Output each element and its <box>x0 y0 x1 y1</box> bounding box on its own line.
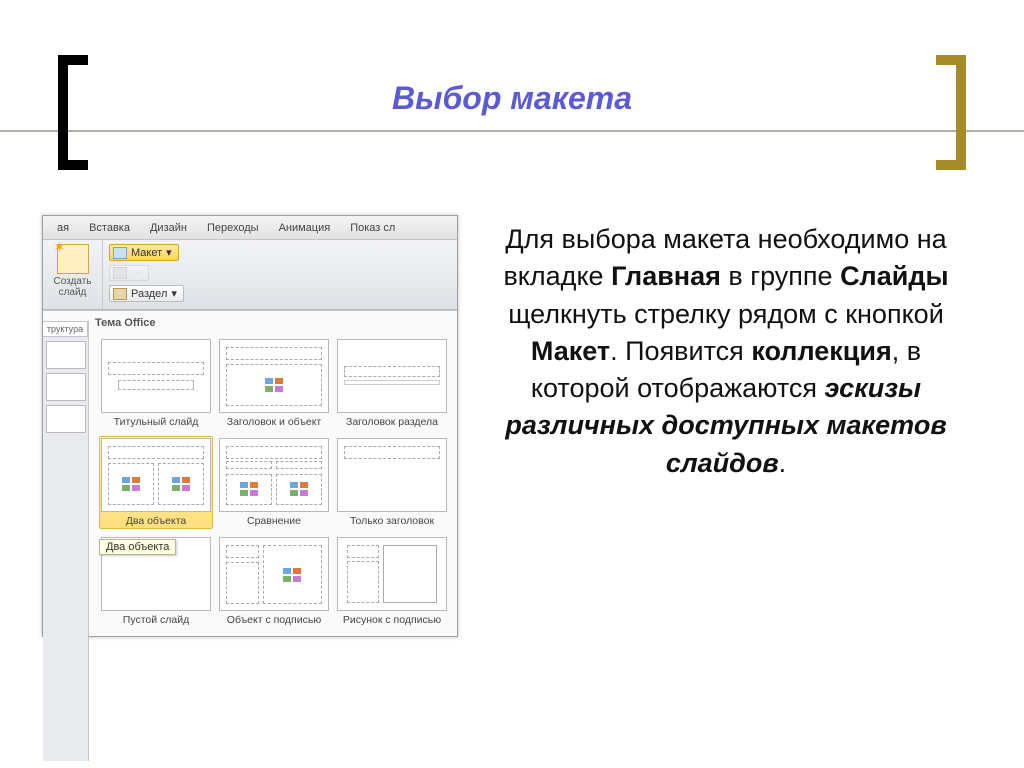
ribbon-tab[interactable]: Переходы <box>197 222 269 234</box>
body-paragraph: Для выбора макета необходимо на вкладке … <box>483 215 969 637</box>
new-slide-label: Создать слайд <box>43 276 102 298</box>
gallery-theme-header: Тема Office <box>89 315 457 331</box>
layout-icon <box>113 247 127 259</box>
tooltip: Два объекта <box>99 539 176 555</box>
section-icon <box>113 288 127 300</box>
horizontal-rule <box>0 130 1024 132</box>
section-label: Раздел <box>131 288 167 300</box>
layout-gallery: труктура Тема Office Титульный слайд Заго… <box>43 310 457 636</box>
ribbon-row: Создать слайд Макет ▾ ··· <box>43 240 457 310</box>
layout-label: Сравнение <box>219 515 329 527</box>
layout-label: Объект с подписью <box>219 614 329 626</box>
layout-thumb <box>101 438 211 512</box>
layout-thumb <box>101 339 211 413</box>
layout-option[interactable]: Сравнение <box>217 436 331 529</box>
layout-thumb <box>219 438 329 512</box>
slides-group: Макет ▾ ··· Раздел ▾ <box>103 240 457 309</box>
layout-button-label: Макет <box>131 247 162 259</box>
slide-title: Выбор макета <box>0 80 1024 117</box>
layout-option[interactable]: Рисунок с подписью <box>335 535 449 628</box>
new-slide-icon <box>57 244 89 274</box>
outline-tab[interactable]: труктура <box>43 321 88 337</box>
slide-thumb[interactable] <box>46 341 86 369</box>
layout-label: Только заголовок <box>337 515 447 527</box>
layout-thumb <box>219 537 329 611</box>
layout-button[interactable]: Макет ▾ <box>109 244 179 261</box>
new-slide-button[interactable]: Создать слайд <box>43 240 103 309</box>
reset-button[interactable]: ··· <box>109 265 149 281</box>
reset-label: ··· <box>131 267 142 279</box>
section-button[interactable]: Раздел ▾ <box>109 285 184 302</box>
layout-label: Два объекта <box>101 515 211 527</box>
ribbon-tab[interactable]: Вставка <box>79 222 140 234</box>
content-row: ая Вставка Дизайн Переходы Анимация Пока… <box>42 215 969 637</box>
layout-option[interactable]: Заголовок раздела <box>335 337 449 430</box>
layout-label: Титульный слайд <box>101 416 211 428</box>
ribbon-tab[interactable]: Показ сл <box>340 222 405 234</box>
layout-label: Пустой слайд <box>101 614 211 626</box>
layout-option[interactable]: Заголовок и объект <box>217 337 331 430</box>
layout-option[interactable]: Объект с подписью <box>217 535 331 628</box>
layout-label: Заголовок раздела <box>337 416 447 428</box>
layout-thumb <box>337 339 447 413</box>
slide-thumb[interactable] <box>46 373 86 401</box>
slide-thumb[interactable] <box>46 405 86 433</box>
layout-thumb <box>219 339 329 413</box>
layout-option[interactable]: Титульный слайд <box>99 337 213 430</box>
layout-option[interactable]: Только заголовок <box>335 436 449 529</box>
ribbon-tab[interactable]: ая <box>47 222 79 234</box>
ribbon-tabs: ая Вставка Дизайн Переходы Анимация Пока… <box>43 216 457 240</box>
layout-label: Рисунок с подписью <box>337 614 447 626</box>
layout-label: Заголовок и объект <box>219 416 329 428</box>
layout-option[interactable]: Два объекта <box>99 436 213 529</box>
layout-thumb <box>337 537 447 611</box>
reset-icon <box>113 267 127 279</box>
slide-nav-pane: труктура <box>43 321 89 761</box>
powerpoint-screenshot: ая Вставка Дизайн Переходы Анимация Пока… <box>42 215 458 637</box>
layout-thumb <box>337 438 447 512</box>
ribbon-tab[interactable]: Анимация <box>269 222 341 234</box>
ribbon-tab[interactable]: Дизайн <box>140 222 197 234</box>
